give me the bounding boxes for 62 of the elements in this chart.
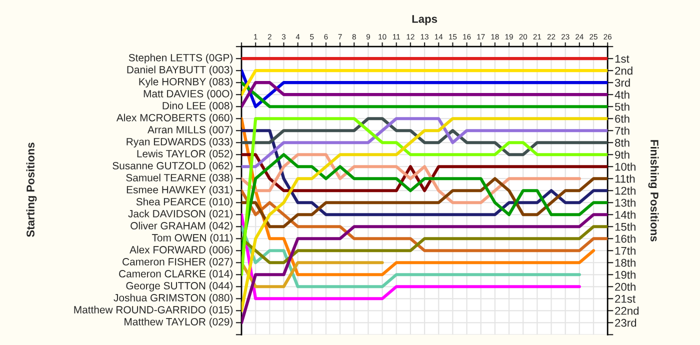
text: Shea PEARCE (010) <box>136 198 233 208</box>
line-series <box>242 117 608 312</box>
text: Jack DAVIDSON (021) <box>128 210 233 220</box>
text: Susanne GUTZOLD (062) <box>112 162 233 172</box>
y-tick-label: 16th <box>615 234 636 243</box>
y-tick-label: 10th <box>615 162 636 171</box>
text: Kyle HORNBY (083) <box>139 78 233 88</box>
text: Cameron CLARKE (014) <box>119 270 233 280</box>
y-tick-label: 3rd <box>614 78 630 87</box>
line-series <box>242 225 608 264</box>
line-series <box>242 117 608 168</box>
x-axis-title: Laps <box>412 15 438 26</box>
y-tick-label: 21st <box>615 294 636 303</box>
text: Daniel BAYBUTT (003) <box>127 66 233 76</box>
text: Matthew TAYLOR (029) <box>124 318 233 328</box>
y-tick-label: 15th <box>615 222 636 231</box>
text: Tom OWEN (011) <box>152 234 233 244</box>
y-tick-label: 13th <box>615 198 636 207</box>
text: Alex MCROBERTS (060) <box>116 114 233 124</box>
text: Matthew ROUND-GARRIDO (015) <box>74 306 233 316</box>
y-tick-label: 1st <box>615 54 630 63</box>
y-tick-label: 19th <box>615 270 636 279</box>
y-tick-label: 23rd <box>615 318 636 327</box>
y-tick-label: 17th <box>615 246 636 255</box>
y-axis-title: Finishing Positions <box>648 140 659 242</box>
line-series <box>242 189 608 252</box>
line-series <box>242 153 581 204</box>
line-series <box>242 69 608 108</box>
text: Alex FORWARD (006) <box>130 246 233 256</box>
y-tick-label: 8th <box>615 138 630 147</box>
text: Matt DAVIES (00O) <box>144 90 233 100</box>
text: George SUTTON (044) <box>126 282 233 292</box>
y-tick-label: 18th <box>615 258 636 267</box>
line-series <box>242 213 608 324</box>
y-tick-label: 7th <box>615 126 630 135</box>
line-series <box>242 225 581 288</box>
text: Lewis TAYLOR (052) <box>137 150 233 160</box>
text: Esmee HAWKEY (031) <box>126 186 233 196</box>
text: Ryan EDWARDS (033) <box>126 138 233 148</box>
text: Samuel TEARNE (038) <box>126 174 233 184</box>
text: Joshua GRIMSTON (080) <box>114 294 233 304</box>
text: Oliver GRAHAM (042) <box>130 222 233 232</box>
y-tick-label: 11th <box>615 174 635 183</box>
line-series <box>242 153 608 252</box>
y-tick-label: 6th <box>615 114 630 123</box>
text: Dino LEE (008) <box>162 102 233 112</box>
line-series <box>242 129 608 216</box>
y-tick-label: 2nd <box>615 66 632 75</box>
y-tick-label: 12th <box>615 186 636 195</box>
text: Cameron FISHER (027) <box>122 258 233 268</box>
y-tick-label: 22nd <box>615 306 639 315</box>
y-tick-label: 14th <box>615 210 636 219</box>
y-tick-label: 20th <box>615 282 636 291</box>
y-tick-label: 9th <box>615 150 630 159</box>
line-series <box>242 153 608 192</box>
text: Stephen LETTS (0GP) <box>128 54 233 64</box>
y-tick-label: 4th <box>614 90 630 99</box>
text: Arran MILLS (007) <box>148 126 233 136</box>
text: Starting Positions <box>26 142 37 237</box>
line-series <box>242 177 608 228</box>
y-tick-label: 5th <box>614 102 630 111</box>
line-series <box>242 117 608 156</box>
